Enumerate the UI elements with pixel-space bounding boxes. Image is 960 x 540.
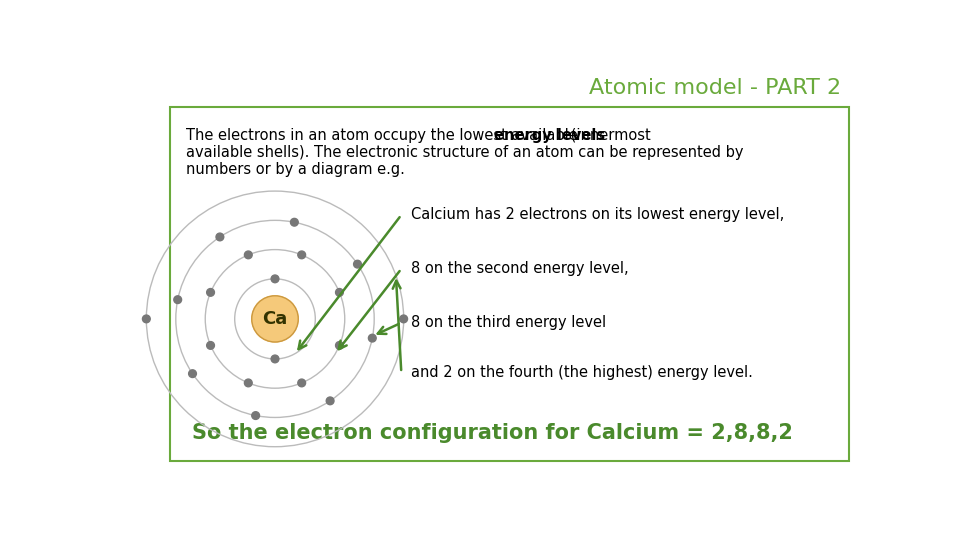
Circle shape xyxy=(291,218,299,226)
Text: 8 on the second energy level,: 8 on the second energy level, xyxy=(411,261,628,276)
Circle shape xyxy=(189,370,197,377)
Circle shape xyxy=(245,251,252,259)
Circle shape xyxy=(216,233,224,241)
Circle shape xyxy=(252,296,299,342)
Circle shape xyxy=(298,251,305,259)
Circle shape xyxy=(336,288,344,296)
Text: energy levels: energy levels xyxy=(494,128,605,143)
Circle shape xyxy=(174,296,181,303)
Text: Calcium has 2 electrons on its lowest energy level,: Calcium has 2 electrons on its lowest en… xyxy=(411,207,784,222)
Circle shape xyxy=(326,397,334,404)
Circle shape xyxy=(336,342,344,349)
Text: So the electron configuration for Calcium = 2,8,8,2: So the electron configuration for Calciu… xyxy=(192,423,792,443)
Circle shape xyxy=(369,334,376,342)
Text: Ca: Ca xyxy=(262,310,288,328)
Circle shape xyxy=(353,260,361,268)
FancyBboxPatch shape xyxy=(170,107,849,461)
Circle shape xyxy=(206,288,214,296)
Circle shape xyxy=(142,315,150,323)
Circle shape xyxy=(271,275,278,283)
Circle shape xyxy=(298,379,305,387)
Circle shape xyxy=(271,355,278,363)
Text: (innermost: (innermost xyxy=(565,128,651,143)
Text: Atomic model - PART 2: Atomic model - PART 2 xyxy=(588,78,841,98)
Circle shape xyxy=(399,315,408,323)
Text: numbers or by a diagram e.g.: numbers or by a diagram e.g. xyxy=(186,162,405,177)
Text: and 2 on the fourth (the highest) energy level.: and 2 on the fourth (the highest) energy… xyxy=(411,365,753,380)
Text: The electrons in an atom occupy the lowest available: The electrons in an atom occupy the lowe… xyxy=(186,128,583,143)
Circle shape xyxy=(245,379,252,387)
Circle shape xyxy=(252,411,259,420)
Circle shape xyxy=(206,342,214,349)
Text: available shells). The electronic structure of an atom can be represented by: available shells). The electronic struct… xyxy=(186,145,743,160)
Text: 8 on the third energy level: 8 on the third energy level xyxy=(411,315,606,330)
